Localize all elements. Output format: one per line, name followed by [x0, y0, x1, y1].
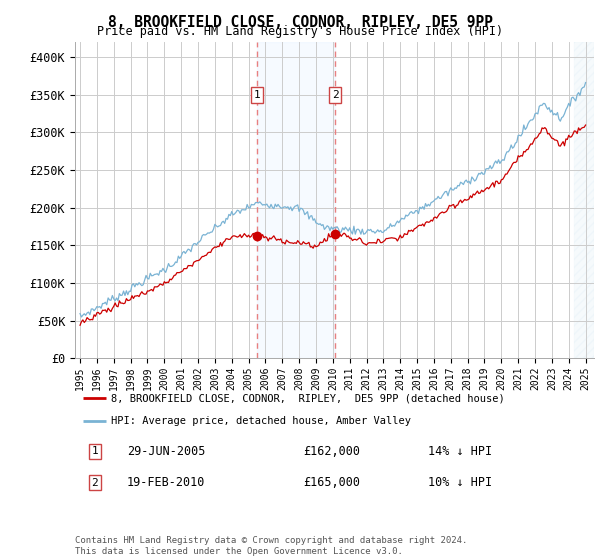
Text: 2: 2 — [91, 478, 98, 488]
Bar — [257, 42, 335, 358]
Text: 10% ↓ HPI: 10% ↓ HPI — [428, 476, 492, 489]
Text: Price paid vs. HM Land Registry's House Price Index (HPI): Price paid vs. HM Land Registry's House … — [97, 25, 503, 38]
Text: 2: 2 — [332, 90, 338, 100]
Text: Contains HM Land Registry data © Crown copyright and database right 2024.
This d: Contains HM Land Registry data © Crown c… — [75, 536, 467, 556]
Text: 1: 1 — [91, 446, 98, 456]
Text: 19-FEB-2010: 19-FEB-2010 — [127, 476, 205, 489]
Text: 8, BROOKFIELD CLOSE, CODNOR,  RIPLEY,  DE5 9PP (detached house): 8, BROOKFIELD CLOSE, CODNOR, RIPLEY, DE5… — [112, 393, 505, 403]
Text: 29-JUN-2005: 29-JUN-2005 — [127, 445, 205, 458]
Text: 1: 1 — [253, 90, 260, 100]
Text: 8, BROOKFIELD CLOSE, CODNOR, RIPLEY, DE5 9PP: 8, BROOKFIELD CLOSE, CODNOR, RIPLEY, DE5… — [107, 15, 493, 30]
Bar — [574, 42, 594, 358]
Text: HPI: Average price, detached house, Amber Valley: HPI: Average price, detached house, Ambe… — [112, 416, 412, 426]
Text: 14% ↓ HPI: 14% ↓ HPI — [428, 445, 492, 458]
Text: £165,000: £165,000 — [304, 476, 361, 489]
Text: £162,000: £162,000 — [304, 445, 361, 458]
